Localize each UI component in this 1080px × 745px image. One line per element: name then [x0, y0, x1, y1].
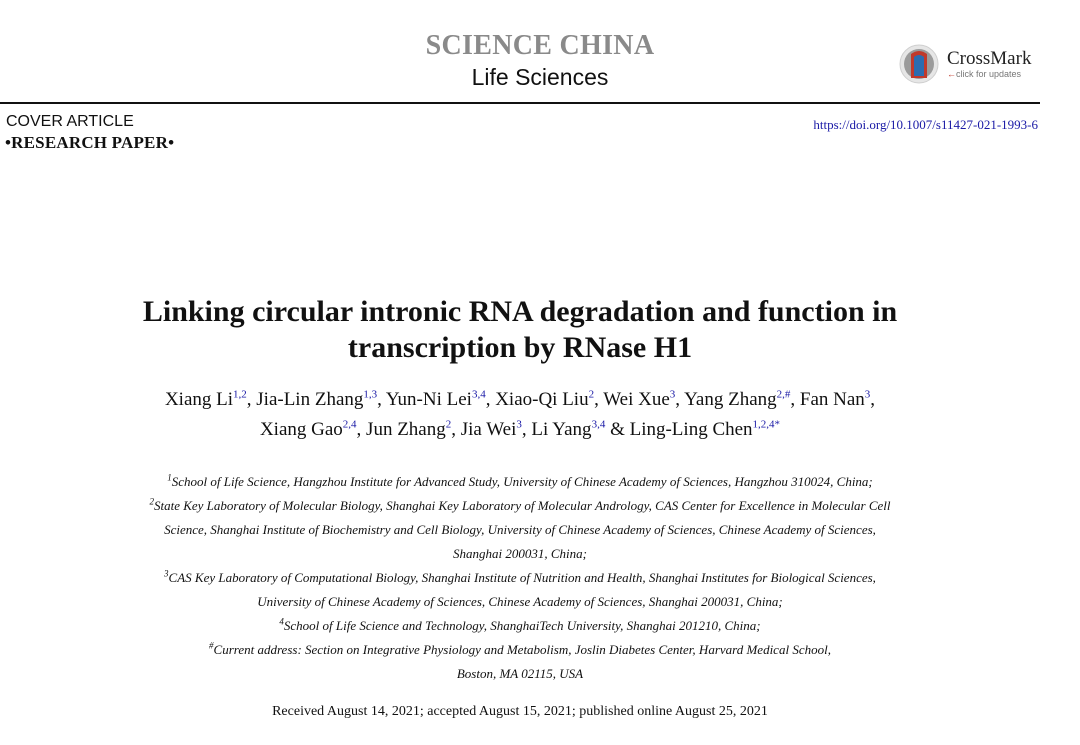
author-name: Xiao-Qi Liu [495, 389, 589, 410]
title-line-2: transcription by RNase H1 [347, 331, 693, 364]
affiliation-line: 1School of Life Science, Hangzhou Instit… [20, 470, 1020, 494]
affiliation-line: #Current address: Section on Integrative… [20, 638, 1020, 662]
author-affiliation-sup[interactable]: 2,# [776, 388, 791, 401]
arrow-left-icon: ← [947, 69, 956, 79]
affiliation-sup: 3 [164, 568, 169, 579]
author-separator: , [594, 389, 604, 410]
author-separator: , [790, 389, 800, 410]
author-affiliation-sup[interactable]: 1,2,4* [752, 418, 781, 431]
crossmark-subtext: ←click for updates [947, 69, 1021, 79]
crossmark-logo-icon [899, 44, 939, 84]
article-title: Linking circular intronic RNA degradatio… [0, 294, 1040, 366]
author-separator: , [675, 389, 685, 410]
author-affiliation-sup[interactable]: 3 [516, 418, 522, 431]
author-affiliation-sup[interactable]: 1,2 [233, 388, 247, 401]
title-line-1: Linking circular intronic RNA degradatio… [142, 295, 898, 328]
author-name: Jun Zhang [366, 419, 446, 440]
affiliation-text: University of Chinese Academy of Science… [257, 594, 783, 609]
affiliation-line: 2State Key Laboratory of Molecular Biolo… [20, 494, 1020, 518]
affiliation-sup: # [209, 640, 214, 651]
author-name: Fan Nan [799, 389, 865, 410]
crossmark-button[interactable]: CrossMark ←click for updates [899, 44, 1039, 84]
journal-title: SCIENCE CHINA [425, 30, 655, 61]
crossmark-label: CrossMark [947, 48, 1032, 69]
author-affiliation-sup[interactable]: 2 [588, 388, 595, 401]
affiliation-text: School of Life Science and Technology, S… [283, 618, 761, 633]
affiliation-list: 1School of Life Science, Hangzhou Instit… [20, 470, 1020, 686]
affiliation-line: Science, Shanghai Institute of Biochemis… [20, 518, 1020, 542]
author-name: Yun-Ni Lei [385, 389, 472, 410]
author-separator: & [605, 419, 630, 440]
author-name: Ling-Ling Chen [629, 419, 753, 440]
affiliation-text: Science, Shanghai Institute of Biochemis… [164, 522, 876, 537]
author-affiliation-sup[interactable]: 3,4 [471, 388, 486, 401]
affiliation-sup: 1 [167, 472, 172, 483]
affiliation-line: Shanghai 200031, China; [20, 542, 1020, 566]
affiliation-text: State Key Laboratory of Molecular Biolog… [153, 498, 891, 513]
journal-subtitle: Life Sciences [471, 64, 609, 90]
affiliation-line: 4School of Life Science and Technology, … [20, 614, 1020, 638]
author-name: Yang Zhang [684, 389, 777, 410]
author-affiliation-sup[interactable]: 3,4 [591, 418, 606, 431]
affiliation-text: CAS Key Laboratory of Computational Biol… [168, 570, 876, 585]
affiliation-line: Boston, MA 02115, USA [20, 662, 1020, 686]
author-separator: , [451, 419, 461, 440]
publication-dates: Received August 14, 2021; accepted Augus… [272, 704, 768, 719]
author-name: Li Yang [531, 419, 592, 440]
affiliation-sup: 2 [149, 496, 154, 507]
author-affiliation-sup[interactable]: 3 [864, 388, 871, 401]
article-type-label: •RESEARCH PAPER• [5, 133, 175, 152]
affiliation-text: Shanghai 200031, China; [453, 546, 587, 561]
author-separator: , [521, 419, 532, 440]
author-separator: , [356, 419, 367, 440]
author-name: Jia Wei [460, 419, 517, 440]
author-affiliation-sup[interactable]: 1,3 [363, 388, 378, 401]
affiliation-line: University of Chinese Academy of Science… [20, 590, 1020, 614]
author-name: Xiang Gao [259, 419, 343, 440]
affiliation-text: Boston, MA 02115, USA [456, 666, 584, 681]
author-name: Wei Xue [603, 389, 670, 410]
doi-link[interactable]: https://doi.org/10.1007/s11427-021-1993-… [813, 117, 1038, 132]
author-separator: , [485, 389, 496, 410]
author-line-2: Xiang Gao2,4, Jun Zhang2, Jia Wei3, Li Y… [0, 415, 1040, 445]
affiliation-line: 3CAS Key Laboratory of Computational Bio… [20, 566, 1020, 590]
affiliation-text: School of Life Science, Hangzhou Institu… [171, 474, 873, 489]
author-line-1: Xiang Li1,2, Jia-Lin Zhang1,3, Yun-Ni Le… [0, 385, 1040, 415]
author-affiliation-sup[interactable]: 2 [445, 418, 452, 431]
header-divider [0, 102, 1040, 104]
author-name: Jia-Lin Zhang [256, 389, 364, 410]
affiliation-text: Current address: Section on Integrative … [213, 642, 831, 657]
author-list: Xiang Li1,2, Jia-Lin Zhang1,3, Yun-Ni Le… [0, 385, 1040, 445]
author-separator: , [870, 389, 876, 410]
author-affiliation-sup[interactable]: 3 [669, 388, 676, 401]
author-name: Xiang Li [164, 389, 234, 410]
author-affiliation-sup[interactable]: 2,4 [342, 418, 357, 431]
cover-article-label: COVER ARTICLE [6, 113, 134, 130]
author-separator: , [377, 389, 386, 410]
crossmark-subtext-label: click for updates [956, 69, 1022, 79]
author-separator: , [246, 389, 257, 410]
affiliation-sup: 4 [279, 616, 284, 627]
